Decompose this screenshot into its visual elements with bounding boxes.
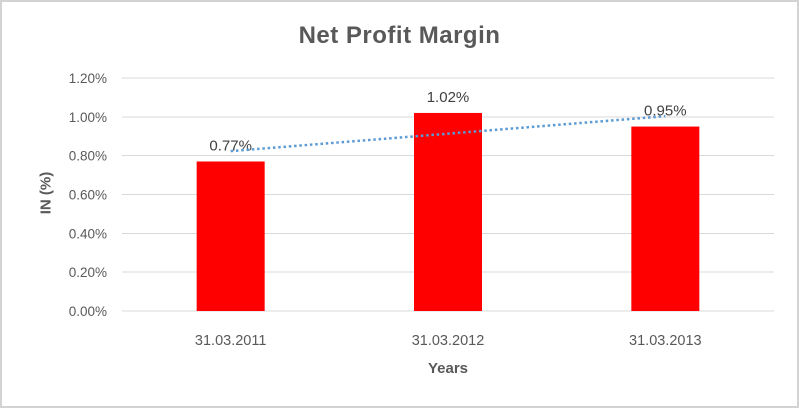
bar-data-label: 0.95%	[644, 103, 687, 120]
y-axis-tick-label: 0.20%	[69, 265, 107, 280]
y-axis-tick-label: 1.00%	[69, 110, 107, 125]
x-axis-title: Years	[427, 360, 469, 377]
bar	[196, 161, 265, 311]
trendline	[230, 114, 666, 153]
x-axis-tick-label: 31.03.2011	[195, 333, 267, 349]
y-axis-tick-label: 0.60%	[69, 188, 107, 203]
bar-data-label: 1.02%	[427, 89, 470, 106]
y-axis-tick-label: 0.00%	[69, 304, 107, 319]
chart-title: Net Profit Margin	[298, 22, 501, 49]
y-axis-tick-label: 0.80%	[69, 149, 107, 164]
bar-data-label: 0.77%	[209, 137, 252, 154]
y-axis-tick-label: 1.20%	[69, 71, 107, 86]
bar	[414, 112, 482, 311]
x-axis-tick-label: 31.03.2012	[412, 333, 485, 349]
x-axis-tick-label: 31.03.2013	[629, 333, 702, 349]
y-axis-tick-label: 0.40%	[69, 226, 107, 241]
bar	[631, 126, 700, 312]
